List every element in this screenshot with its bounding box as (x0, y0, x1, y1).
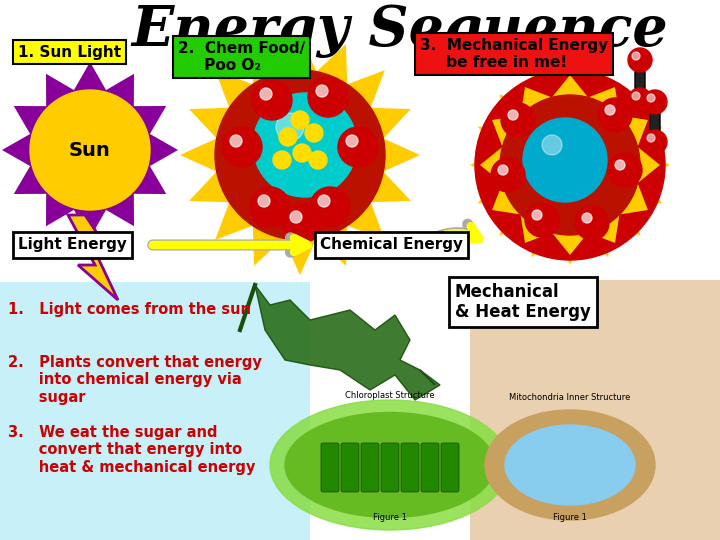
Text: 2.   Plants convert that energy
      into chemical energy via
      sugar: 2. Plants convert that energy into chemi… (8, 355, 262, 405)
Circle shape (643, 90, 667, 114)
Ellipse shape (270, 400, 510, 530)
Text: 2.  Chem Food/
     Poo O₂: 2. Chem Food/ Poo O₂ (178, 41, 305, 73)
FancyArrowPatch shape (423, 226, 480, 244)
FancyArrowPatch shape (423, 226, 480, 244)
FancyBboxPatch shape (321, 443, 339, 492)
Text: Figure 1: Figure 1 (553, 513, 587, 522)
Circle shape (293, 144, 311, 162)
Circle shape (608, 153, 642, 187)
Text: Energy Sequence: Energy Sequence (132, 3, 668, 57)
Ellipse shape (485, 410, 655, 520)
Text: Chemical Energy: Chemical Energy (320, 238, 463, 253)
Circle shape (250, 187, 290, 227)
Circle shape (643, 130, 667, 154)
Text: Mechanical
& Heat Energy: Mechanical & Heat Energy (455, 282, 591, 321)
Circle shape (475, 70, 665, 260)
Circle shape (305, 124, 323, 142)
Circle shape (575, 206, 609, 240)
FancyBboxPatch shape (441, 443, 459, 492)
Circle shape (291, 111, 309, 129)
FancyBboxPatch shape (635, 59, 645, 101)
FancyBboxPatch shape (381, 443, 399, 492)
Circle shape (508, 110, 518, 120)
Text: 3.   We eat the sugar and
      convert that energy into
      heat & mechanical: 3. We eat the sugar and convert that ene… (8, 425, 256, 475)
Polygon shape (480, 75, 660, 255)
Circle shape (258, 195, 270, 207)
Circle shape (647, 134, 655, 142)
Circle shape (632, 92, 640, 100)
Circle shape (318, 195, 330, 207)
Circle shape (290, 211, 302, 223)
Polygon shape (180, 35, 420, 275)
FancyBboxPatch shape (650, 101, 660, 143)
Circle shape (309, 151, 327, 169)
FancyArrowPatch shape (423, 224, 477, 244)
Circle shape (308, 77, 348, 117)
Circle shape (30, 90, 150, 210)
Circle shape (498, 165, 508, 175)
Ellipse shape (285, 413, 495, 517)
FancyBboxPatch shape (341, 443, 359, 492)
Text: 1. Sun Light: 1. Sun Light (18, 44, 121, 59)
Circle shape (523, 118, 607, 202)
Text: Mitochondria Inner Structure: Mitochondria Inner Structure (509, 393, 631, 402)
Circle shape (273, 151, 291, 169)
Circle shape (316, 85, 328, 97)
Circle shape (491, 158, 525, 192)
FancyBboxPatch shape (470, 280, 720, 540)
Circle shape (252, 80, 292, 120)
Circle shape (615, 160, 625, 170)
FancyBboxPatch shape (421, 443, 439, 492)
FancyBboxPatch shape (401, 443, 419, 492)
Text: Chloroplast Structure: Chloroplast Structure (345, 391, 435, 400)
Circle shape (542, 135, 562, 155)
Text: Light Energy: Light Energy (18, 238, 127, 253)
Circle shape (282, 203, 322, 243)
Circle shape (346, 135, 358, 147)
FancyArrowPatch shape (153, 238, 305, 252)
FancyArrowPatch shape (153, 238, 308, 252)
Text: Sun: Sun (69, 140, 111, 159)
Circle shape (253, 93, 357, 197)
Circle shape (582, 213, 592, 223)
Text: 3.  Mechanical Energy
     be free in me!: 3. Mechanical Energy be free in me! (420, 38, 608, 70)
Circle shape (230, 135, 242, 147)
Circle shape (628, 48, 652, 72)
Circle shape (632, 52, 640, 60)
Circle shape (222, 127, 262, 167)
Circle shape (215, 70, 385, 240)
Circle shape (310, 187, 350, 227)
Circle shape (605, 105, 615, 115)
Circle shape (532, 210, 542, 220)
Circle shape (260, 88, 272, 100)
Circle shape (647, 94, 655, 102)
FancyArrowPatch shape (153, 238, 308, 252)
Circle shape (276, 113, 304, 141)
Circle shape (628, 88, 652, 112)
Polygon shape (470, 65, 670, 265)
Circle shape (598, 98, 632, 132)
Polygon shape (255, 285, 440, 400)
Circle shape (501, 103, 535, 137)
Circle shape (338, 127, 378, 167)
Text: Figure 1: Figure 1 (373, 513, 407, 522)
FancyBboxPatch shape (0, 282, 310, 540)
Circle shape (500, 95, 640, 235)
Ellipse shape (505, 425, 635, 505)
Polygon shape (2, 62, 178, 238)
Circle shape (525, 203, 559, 237)
Circle shape (279, 128, 297, 146)
Polygon shape (68, 215, 118, 300)
Text: 1.   Light comes from the sun: 1. Light comes from the sun (8, 302, 251, 317)
FancyBboxPatch shape (361, 443, 379, 492)
